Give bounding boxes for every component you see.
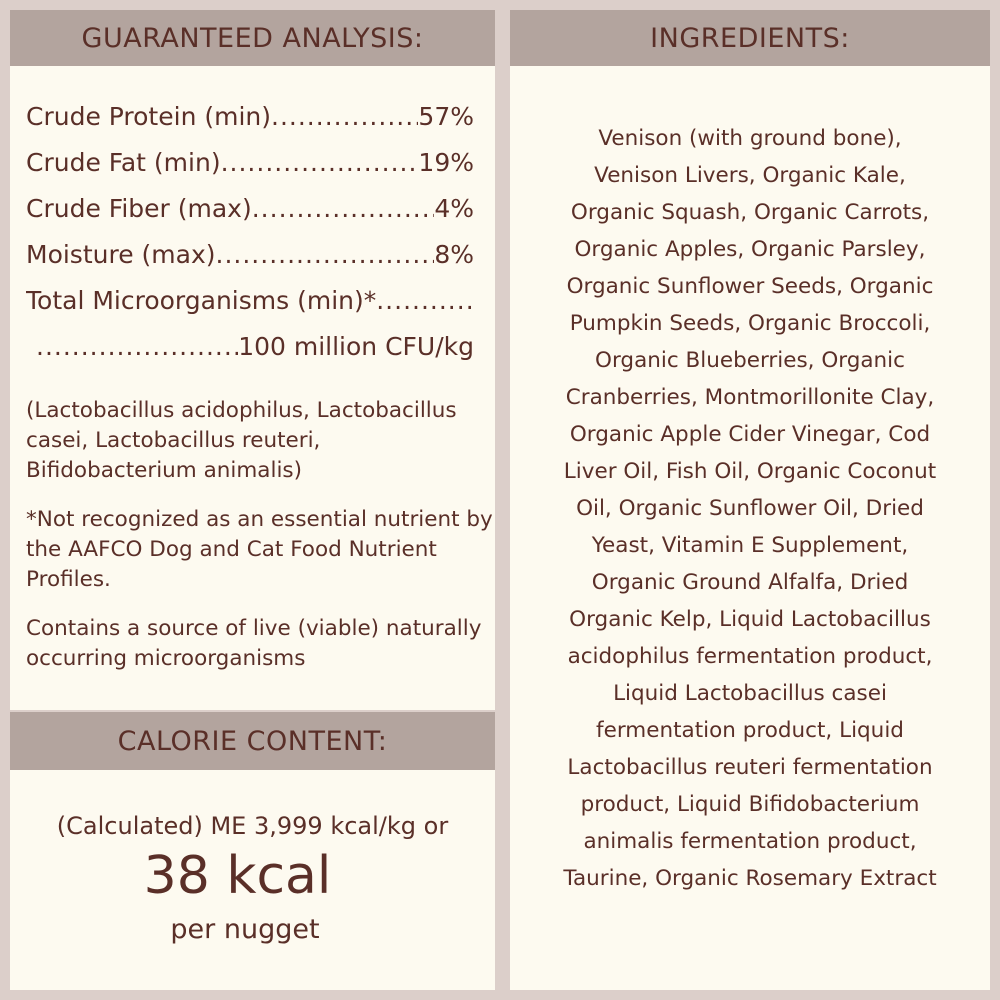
ingredients-line: Organic Kelp, Liquid Lactobacillus (569, 607, 931, 632)
calorie-big: 38 kcal (143, 846, 332, 906)
row-label: Moisture (max) (26, 240, 216, 269)
ingredients-line: Oil, Organic Sunflower Oil, Dried (576, 496, 924, 521)
row-value: 57% (418, 102, 474, 131)
calorie-unit: per nugget (170, 914, 320, 945)
footnote-text: *Not recognized as an essential nutrient… (26, 507, 493, 592)
ingredients-line: Organic Sunflower Seeds, Organic (566, 274, 934, 299)
ingredients-line: animalis fermentation product, (583, 829, 917, 854)
ingredients-header: INGREDIENTS: (510, 10, 990, 66)
leader-dots: ........................................… (220, 148, 419, 177)
ingredients-line: Pumpkin Seeds, Organic Broccoli, (569, 311, 931, 336)
leader-dots: ........................................… (215, 240, 435, 269)
leader-dots: ........................................… (376, 286, 474, 315)
row-value: 8% (434, 240, 474, 269)
row-value: 4% (434, 194, 474, 223)
row-value: 100 million CFU/kg (238, 332, 474, 361)
row-label: Crude Fiber (max) (26, 194, 252, 223)
ingredients-line: Venison (with ground bone), (598, 126, 902, 151)
ingredients-panel (510, 10, 990, 990)
row-label: Crude Fat (min) (26, 148, 221, 177)
ingredients-line: Taurine, Organic Rosemary Extract (563, 866, 937, 891)
ingredients-line: Liquid Lactobacillus casei (613, 681, 887, 706)
ingredients-line: Lactobacillus reuteri fermentation (567, 755, 933, 780)
analysis-row: Crude Fat (min).........................… (26, 148, 474, 177)
analysis-row: Crude Protein (min).....................… (26, 102, 474, 131)
leader-dots: ........................................… (271, 102, 419, 131)
calorie-line: (Calculated) ME 3,999 kcal/kg or (56, 812, 449, 840)
analysis-panel (10, 10, 495, 710)
leader-dots: ........................................… (36, 332, 239, 361)
ingredients-line: Organic Apple Cider Vinegar, Cod (569, 422, 931, 447)
ingredients-line: Liver Oil, Fish Oil, Organic Coconut (563, 459, 937, 484)
ingredients-line: Organic Squash, Organic Carrots, (570, 200, 930, 225)
ingredients-list: Venison (with ground bone), Venison Liver… (510, 120, 990, 897)
leader-dots: ........................................… (251, 194, 435, 223)
ingredients-line: acidophilus fermentation product, (567, 644, 933, 669)
analysis-header: GUARANTEED ANALYSIS: (10, 10, 495, 66)
ingredients-line: product, Liquid Bifidobacterium (580, 792, 920, 817)
ingredients-line: fermentation product, Liquid (596, 718, 904, 743)
analysis-row: Moisture (max)..........................… (26, 240, 474, 269)
ingredients-line: Cranberries, Montmorillonite Clay, (565, 385, 935, 410)
analysis-row: Total Microorganisms (min)*.............… (26, 286, 474, 315)
live-note-text: Contains a source of live (viable) natur… (26, 616, 482, 671)
row-label: Total Microorganisms (min)* (26, 286, 377, 315)
ingredients-line: Organic Apples, Organic Parsley, (574, 237, 926, 262)
ingredients-line: Yeast, Vitamin E Supplement, (591, 533, 909, 558)
ingredients-line: Venison Livers, Organic Kale, (594, 163, 906, 188)
analysis-row: Crude Fiber (max).......................… (26, 194, 474, 223)
ingredients-line: Organic Ground Alfalfa, Dried (591, 570, 909, 595)
calorie-header: CALORIE CONTENT: (10, 712, 495, 770)
row-label: Crude Protein (min) (26, 102, 272, 131)
strains-text: (Lactobacillus acidophilus, Lactobacillu… (26, 398, 457, 483)
row-value: 19% (418, 148, 474, 177)
analysis-row: ........................................… (36, 332, 474, 361)
ingredients-line: Organic Blueberries, Organic (595, 348, 905, 373)
